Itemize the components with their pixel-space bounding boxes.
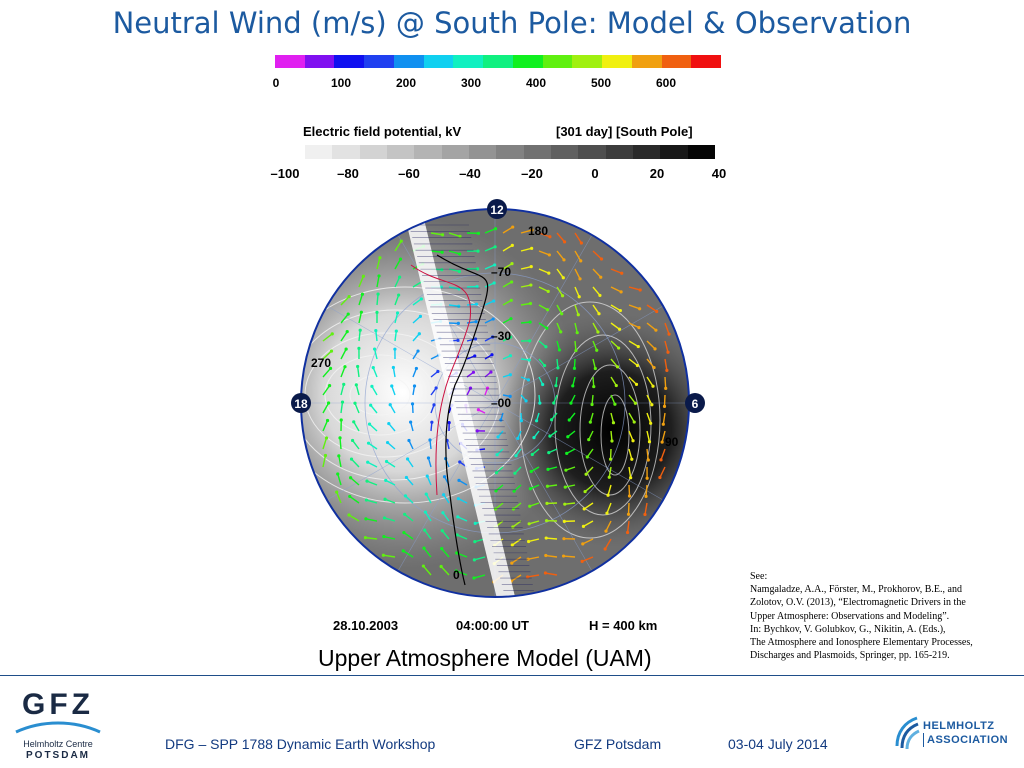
reference-line: The Atmosphere and Ionosphere Elementary… xyxy=(750,637,973,649)
helmholtz-logo-line2: ASSOCIATION xyxy=(923,733,1008,747)
gfz-logo-subtitle: Helmholtz Centre xyxy=(23,739,93,749)
wind-tick-label: 100 xyxy=(330,76,352,90)
footer-date: 03-04 July 2014 xyxy=(728,736,828,752)
wind-colorbar-cell xyxy=(393,55,424,68)
footer-workshop: DFG – SPP 1788 Dynamic Earth Workshop xyxy=(165,736,436,752)
reference-line: Discharges and Plasmoids, Springer, pp. … xyxy=(750,650,950,662)
helmholtz-logo-text: HELMHOLTZ ASSOCIATION xyxy=(923,719,1008,747)
efield-tick-label: 0 xyxy=(591,166,599,181)
wind-colorbar-cell xyxy=(423,55,454,68)
wind-colorbar-cell xyxy=(483,55,513,68)
wind-colorbar-cell xyxy=(572,55,603,68)
stamp-height: H = 400 km xyxy=(589,618,658,633)
gfz-logo: GFZ Helmholtz Centre POTSDAM xyxy=(12,690,104,761)
wind-colorbar-cell xyxy=(661,55,692,68)
wind-colorbar-cell xyxy=(334,55,365,68)
efield-colorbar-cell xyxy=(332,145,360,159)
efield-colorbar-cell xyxy=(496,145,524,159)
wind-tick-label: 200 xyxy=(395,76,417,90)
wind-colorbar-cell xyxy=(691,55,722,68)
stamp-date: 28.10.2003 xyxy=(333,618,399,633)
wind-colorbar-cell xyxy=(542,55,573,68)
efield-colorbar-cell xyxy=(359,145,387,159)
wind-tick-label: 300 xyxy=(460,76,482,90)
lon-label-270: 270 xyxy=(311,356,331,370)
efield-colorbar-cell xyxy=(414,145,442,159)
mlt-marker-6: 6 xyxy=(685,393,705,413)
efield-colorbar xyxy=(305,145,715,159)
efield-colorbar-cell xyxy=(386,145,415,159)
wind-tick-label: 500 xyxy=(590,76,612,90)
wind-colorbar xyxy=(275,55,722,68)
svg-text:12: 12 xyxy=(490,203,504,217)
lat-label-30: –30 xyxy=(491,329,511,343)
wind-colorbar-cell xyxy=(275,55,305,68)
efield-colorbar-meta: [301 day] [South Pole] xyxy=(556,124,693,139)
efield-colorbar-cell xyxy=(441,145,469,159)
gfz-logo-word: GFZ xyxy=(22,688,94,721)
reference-citation: See: Namgaladze, A.A., Förster, M., Prok… xyxy=(750,570,1018,662)
efield-colorbar-cell xyxy=(605,145,633,159)
efield-tick-label: –80 xyxy=(337,166,359,181)
stamp-time: 04:00:00 UT xyxy=(456,618,529,633)
reference-line: Namgaladze, A.A., Förster, M., Prokhorov… xyxy=(750,584,962,596)
wind-colorbar-cell xyxy=(453,55,484,68)
wind-tick-label: 0 xyxy=(272,76,280,90)
slide-title: Neutral Wind (m/s) @ South Pole: Model &… xyxy=(112,6,912,40)
efield-colorbar-cell xyxy=(305,145,333,159)
efield-colorbar-cell xyxy=(468,145,497,159)
efield-colorbar-title: Electric field potential, kV xyxy=(303,124,462,139)
reference-line: See: xyxy=(750,571,768,582)
svg-text:6: 6 xyxy=(692,397,699,411)
lat-label-00: –00 xyxy=(491,396,511,410)
svg-text:18: 18 xyxy=(294,397,308,411)
wind-colorbar-cell xyxy=(631,55,662,68)
gfz-logo-city: POTSDAM xyxy=(26,750,90,761)
wind-colorbar-cell xyxy=(364,55,394,68)
helmholtz-logo: HELMHOLTZ ASSOCIATION xyxy=(893,716,1018,756)
efield-colorbar-cell xyxy=(523,145,551,159)
footer-place: GFZ Potsdam xyxy=(574,736,662,752)
lat-label-70: –70 xyxy=(491,265,511,279)
reference-line: In: Bychkov, V. Golubkov, G., Nikitin, A… xyxy=(750,623,946,635)
lon-label-180: 180 xyxy=(528,224,548,238)
wind-tick-label: 400 xyxy=(525,76,547,90)
efield-tick-label: –60 xyxy=(398,166,420,181)
wind-colorbar-cell xyxy=(602,55,632,68)
efield-colorbar-cell xyxy=(550,145,579,159)
helmholtz-logo-mark xyxy=(895,716,920,750)
helmholtz-logo-line1: HELMHOLTZ xyxy=(923,720,995,732)
efield-tick-label: –40 xyxy=(459,166,481,181)
efield-tick-label: 40 xyxy=(711,166,727,181)
mlt-marker-12: 12 xyxy=(487,199,507,219)
wind-tick-label: 600 xyxy=(655,76,677,90)
lon-label-90: 90 xyxy=(665,435,679,449)
south-pole-wind-map: 12 18 6 180 270 90 0 –70 –30 –00 xyxy=(291,199,705,598)
efield-colorbar-cell xyxy=(687,145,715,159)
reference-line: Upper Atmosphere: Observations and Model… xyxy=(750,610,950,622)
figure-caption: Upper Atmosphere Model (UAM) xyxy=(318,645,652,671)
efield-tick-label: –20 xyxy=(521,166,543,181)
efield-colorbar-cell xyxy=(632,145,661,159)
footer-divider xyxy=(0,675,1024,676)
efield-colorbar-cell xyxy=(578,145,606,159)
satellite-track xyxy=(405,215,535,597)
efield-tick-label: –100 xyxy=(270,166,300,181)
gfz-logo-swoosh xyxy=(15,721,101,734)
lon-label-0: 0 xyxy=(453,568,460,582)
mlt-marker-18: 18 xyxy=(291,393,311,413)
efield-tick-label: 20 xyxy=(649,166,665,181)
reference-line: Zolotov, O.V. (2013), “Electromagnetic D… xyxy=(750,597,966,609)
wind-colorbar-cell xyxy=(512,55,543,68)
wind-colorbar-cell xyxy=(304,55,335,68)
efield-colorbar-cell xyxy=(660,145,688,159)
